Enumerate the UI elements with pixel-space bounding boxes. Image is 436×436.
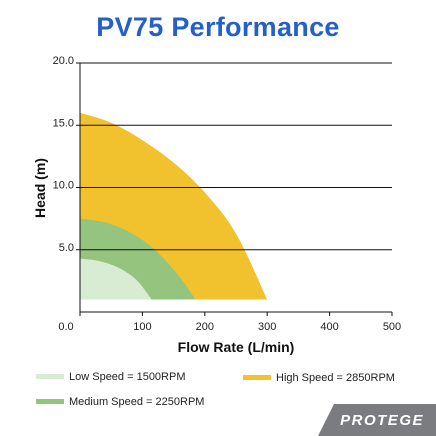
x-tick-label-1: 100 [133, 321, 151, 333]
x-axis-label: Flow Rate (L/min) [178, 339, 295, 355]
chart-title: PV75 Performance [96, 12, 340, 42]
legend-label-1: High Speed = 2850RPM [276, 372, 395, 384]
y-tick-label-3: 20.0 [53, 55, 74, 67]
x-tick-label-3: 300 [258, 321, 276, 333]
brand-text: PROTEGE [340, 412, 424, 429]
legend-swatch-1 [243, 375, 271, 380]
x-tick-label-5: 500 [383, 321, 401, 333]
y-axis-label: Head (m) [32, 158, 48, 218]
legend-swatch-0 [36, 374, 64, 379]
series-area-2 [80, 258, 152, 300]
x-tick-label-0: 0.0 [58, 321, 73, 333]
x-tick-label-4: 400 [320, 321, 338, 333]
x-tick-label-2: 200 [196, 321, 214, 333]
legend-swatch-2 [36, 399, 64, 404]
y-tick-label-1: 10.0 [53, 180, 74, 192]
y-tick-label-2: 15.0 [53, 117, 74, 129]
legend-label-2: Medium Speed = 2250RPM [69, 396, 204, 408]
y-tick-label-0: 5.0 [59, 242, 74, 254]
legend-label-0: Low Speed = 1500RPM [69, 371, 186, 383]
brand-logo: PROTEGE [318, 404, 436, 436]
